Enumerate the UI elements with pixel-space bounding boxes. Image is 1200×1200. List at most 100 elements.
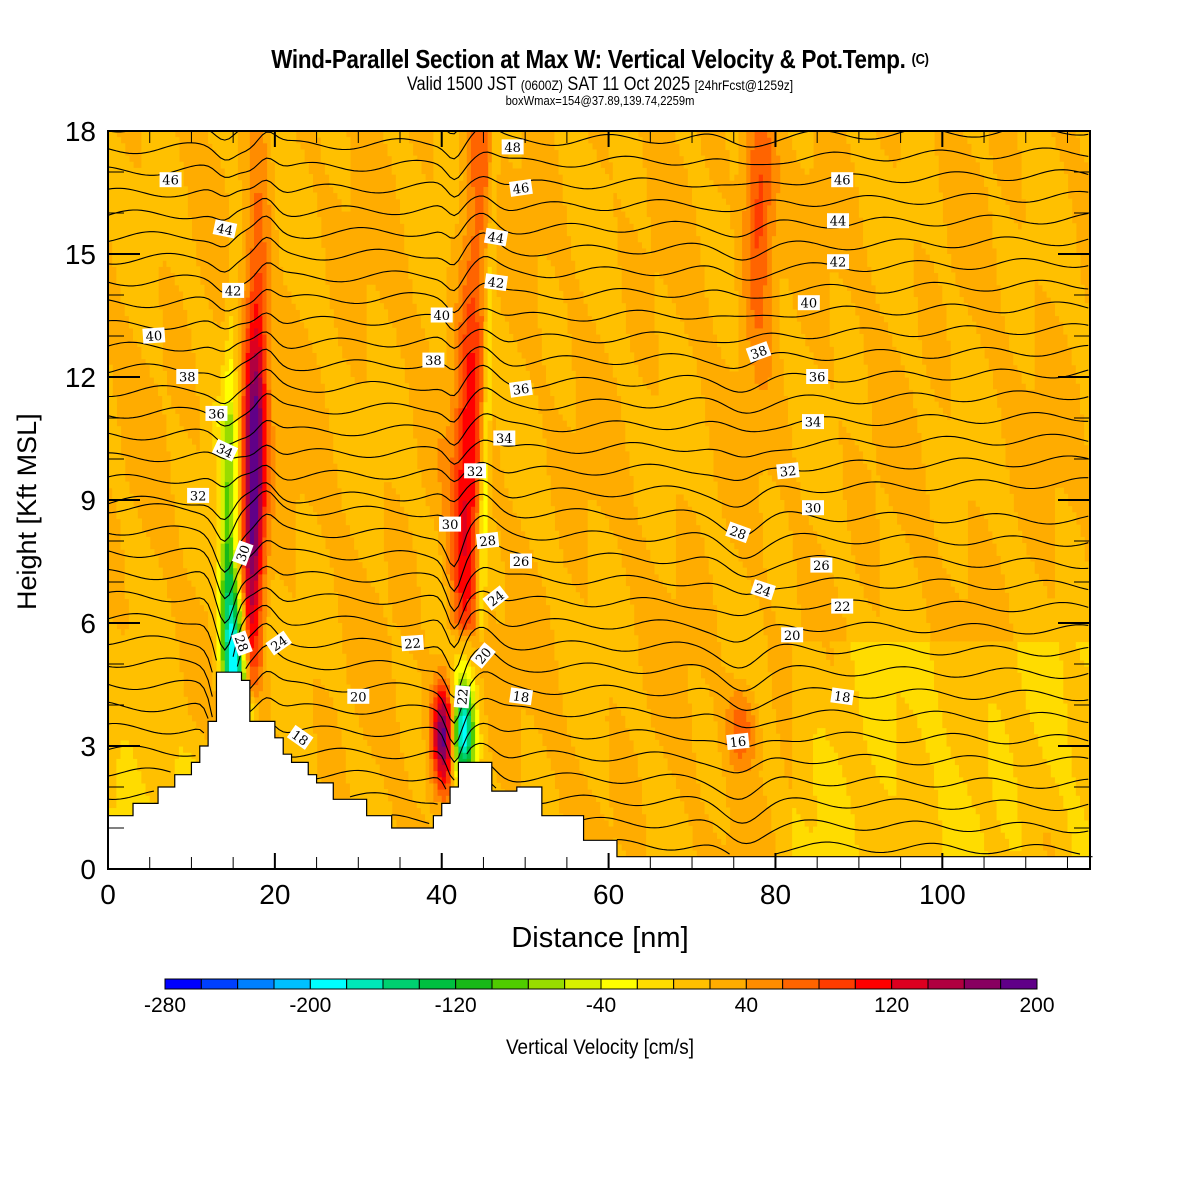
colorbar-tick-label: -280 xyxy=(144,994,186,1017)
velocity-cell xyxy=(992,702,998,802)
velocity-cell xyxy=(241,290,247,341)
velocity-cell xyxy=(433,782,439,802)
velocity-cell xyxy=(245,598,251,618)
velocity-cell xyxy=(1054,487,1060,643)
velocity-cell xyxy=(863,641,868,741)
velocity-cell xyxy=(124,629,130,741)
velocity-cell xyxy=(971,807,977,869)
velocity-cell xyxy=(979,131,985,175)
velocity-cell xyxy=(241,616,247,636)
velocity-cell xyxy=(771,481,777,612)
velocity-cell xyxy=(249,290,255,323)
velocity-cell xyxy=(813,364,818,532)
velocity-cell xyxy=(854,131,860,187)
velocity-cell xyxy=(554,131,560,151)
velocity-cell xyxy=(224,641,230,673)
velocity-cell xyxy=(358,383,364,563)
velocity-cell xyxy=(178,426,184,550)
colorbar-swatch xyxy=(455,978,493,990)
velocity-cell xyxy=(625,333,631,452)
velocity-cell xyxy=(992,389,998,544)
contour-label-text: 36 xyxy=(512,382,530,399)
velocity-cell xyxy=(675,789,681,869)
contour-label-box xyxy=(176,369,199,384)
velocity-cell xyxy=(470,629,476,636)
velocity-cell xyxy=(858,715,864,869)
velocity-cell xyxy=(141,530,147,784)
velocity-cell xyxy=(441,789,447,802)
velocity-cell xyxy=(112,623,117,809)
velocity-cell xyxy=(996,186,1002,286)
contour-line-32 xyxy=(108,455,1089,488)
velocity-cell xyxy=(917,641,923,729)
velocity-cell xyxy=(450,131,455,237)
velocity-cell xyxy=(892,641,898,796)
velocity-cell xyxy=(108,364,113,489)
colorbar-swatch xyxy=(927,978,965,990)
velocity-cell xyxy=(412,155,418,304)
velocity-cell xyxy=(575,592,580,759)
velocity-cell xyxy=(979,832,985,869)
velocity-cell xyxy=(1021,690,1027,869)
velocity-cell xyxy=(875,616,881,643)
velocity-cell xyxy=(491,518,497,612)
colorbar-swatch xyxy=(564,978,602,990)
velocity-cell xyxy=(262,536,268,575)
velocity-cell xyxy=(913,641,918,716)
velocity-cell xyxy=(258,192,263,274)
colorbar-swatch xyxy=(237,978,275,990)
velocity-cell xyxy=(508,333,514,501)
velocity-cell xyxy=(562,131,568,206)
velocity-cell xyxy=(212,321,218,403)
velocity-cell xyxy=(237,610,243,624)
colorbar-tick-label: 40 xyxy=(735,994,758,1017)
velocity-cell xyxy=(604,721,610,821)
velocity-cell xyxy=(825,739,831,869)
velocity-cell xyxy=(1067,506,1073,747)
colorbar-label: Vertical Velocity [cm/s] xyxy=(505,1036,695,1059)
velocity-cell xyxy=(838,278,843,421)
velocity-cell xyxy=(704,426,710,556)
velocity-cell xyxy=(333,327,339,464)
velocity-cell xyxy=(258,346,263,378)
velocity-cell xyxy=(604,518,610,716)
velocity-cell xyxy=(612,217,618,378)
velocity-cell xyxy=(1046,641,1052,766)
velocity-cell xyxy=(191,444,197,587)
velocity-cell xyxy=(979,346,985,513)
velocity-cell xyxy=(950,641,956,759)
velocity-cell xyxy=(963,782,968,869)
velocity-cell xyxy=(712,721,718,833)
velocity-cell xyxy=(996,641,1002,710)
velocity-cell xyxy=(354,715,359,869)
colorbar-swatch xyxy=(745,978,784,990)
velocity-cell xyxy=(1079,536,1085,643)
contour-line-34 xyxy=(108,412,1089,446)
velocity-cell xyxy=(842,641,847,778)
velocity-cell xyxy=(692,666,697,753)
velocity-cell xyxy=(804,131,810,175)
velocity-cell xyxy=(241,592,247,606)
velocity-cell xyxy=(333,592,339,710)
velocity-cell xyxy=(888,506,893,643)
velocity-cell xyxy=(212,131,218,151)
velocity-cell xyxy=(1084,666,1089,821)
velocity-cell xyxy=(441,690,447,698)
velocity-cell xyxy=(754,247,760,329)
velocity-cell xyxy=(959,776,964,869)
velocity-cell xyxy=(283,131,288,286)
velocity-cell xyxy=(254,395,259,526)
velocity-cell xyxy=(279,131,284,267)
velocity-cell xyxy=(988,702,993,778)
colorbar-swatch xyxy=(273,978,311,990)
velocity-cell xyxy=(228,358,234,403)
velocity-cell xyxy=(1075,254,1081,384)
velocity-cell xyxy=(233,567,238,581)
velocity-cell xyxy=(959,297,964,599)
velocity-cell xyxy=(662,758,668,869)
velocity-cell xyxy=(454,758,460,772)
velocity-cell xyxy=(445,629,451,661)
contour-label-text: 40 xyxy=(145,329,163,345)
velocity-cell xyxy=(800,819,806,869)
